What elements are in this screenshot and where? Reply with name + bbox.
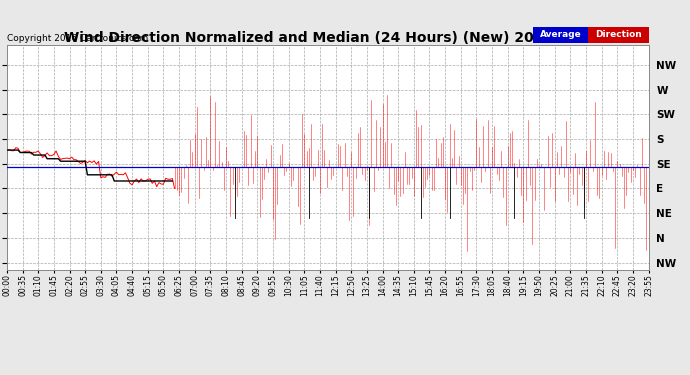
Text: Direction: Direction xyxy=(595,30,642,39)
Text: Average: Average xyxy=(540,30,581,39)
FancyBboxPatch shape xyxy=(588,27,649,43)
Title: Wind Direction Normalized and Median (24 Hours) (New) 20160509: Wind Direction Normalized and Median (24… xyxy=(64,31,591,45)
Text: Copyright 2016 Cartronics.com: Copyright 2016 Cartronics.com xyxy=(7,34,148,43)
FancyBboxPatch shape xyxy=(533,27,588,43)
